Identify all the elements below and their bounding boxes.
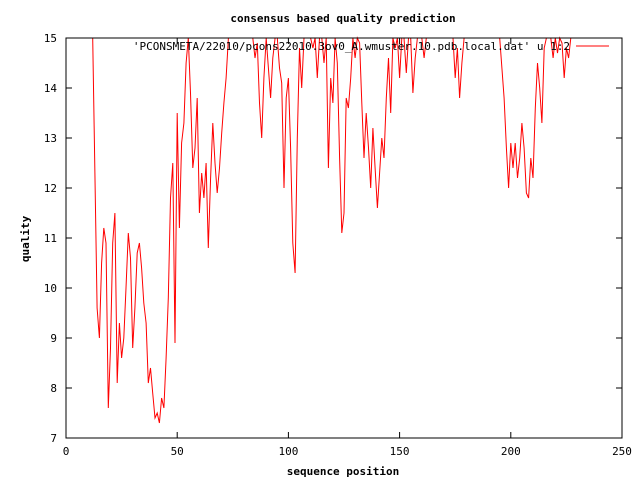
legend-label: 'PCONSMETA/22010/pcons22010.3ov0_A.wmust… xyxy=(133,40,570,53)
y-tick-label: 7 xyxy=(50,432,57,445)
y-tick-label: 9 xyxy=(50,332,57,345)
plot-frame xyxy=(65,37,623,439)
x-tick-label: 150 xyxy=(390,445,410,458)
x-tick-label: 250 xyxy=(612,445,632,458)
chart-title: consensus based quality prediction xyxy=(230,12,455,25)
legend: 'PCONSMETA/22010/pcons22010.3ov0_A.wmust… xyxy=(133,40,609,53)
y-axis-label: quality xyxy=(19,215,32,262)
y-tick-label: 12 xyxy=(44,182,57,195)
y-tick-label: 10 xyxy=(44,282,57,295)
y-tick-label: 8 xyxy=(50,382,57,395)
y-tick-label: 15 xyxy=(44,32,57,45)
series-line xyxy=(92,36,574,424)
x-axis-label: sequence position xyxy=(287,465,400,478)
x-tick-label: 50 xyxy=(171,445,184,458)
series-group xyxy=(92,36,574,424)
x-tick-label: 0 xyxy=(63,445,70,458)
tick-group: 0 50 100 150 200 250 7 8 9 10 11 12 13 14 15 xyxy=(44,32,632,458)
x-tick-label: 100 xyxy=(278,445,298,458)
y-tick-label: 11 xyxy=(44,232,57,245)
y-tick-label: 13 xyxy=(44,132,57,145)
x-tick-label: 200 xyxy=(501,445,521,458)
y-tick-label: 14 xyxy=(44,82,58,95)
